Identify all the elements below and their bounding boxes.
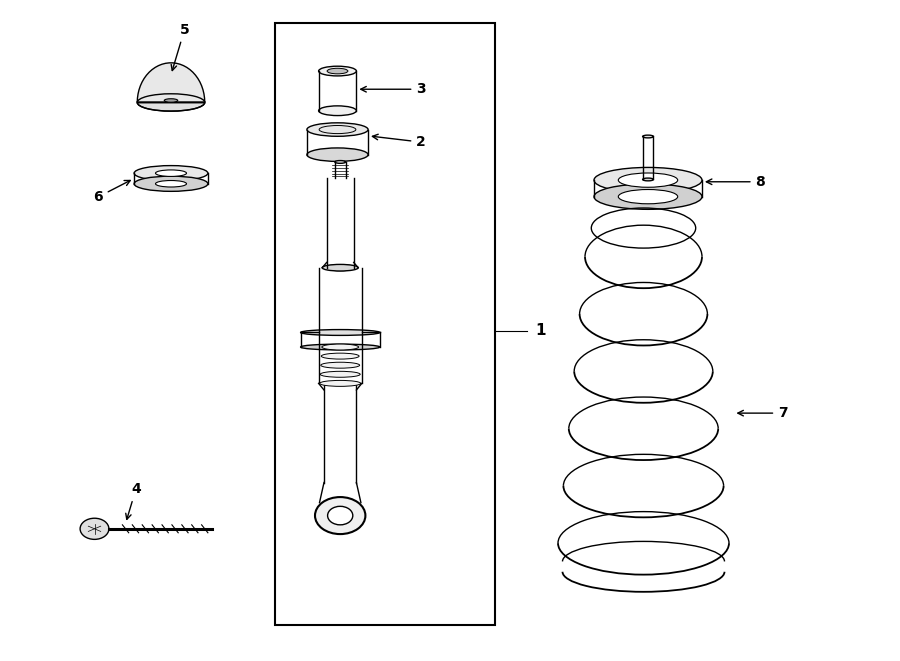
- Ellipse shape: [643, 135, 653, 138]
- Ellipse shape: [322, 264, 358, 271]
- Ellipse shape: [134, 166, 208, 180]
- Ellipse shape: [307, 148, 368, 161]
- Ellipse shape: [319, 66, 356, 76]
- Ellipse shape: [301, 330, 380, 335]
- Text: 6: 6: [94, 180, 130, 204]
- Text: 4: 4: [126, 482, 140, 520]
- Ellipse shape: [301, 344, 380, 350]
- Circle shape: [315, 497, 365, 534]
- Ellipse shape: [137, 94, 205, 111]
- Ellipse shape: [327, 265, 354, 271]
- Ellipse shape: [594, 184, 702, 210]
- Circle shape: [328, 506, 353, 525]
- Text: 8: 8: [706, 175, 765, 189]
- Ellipse shape: [327, 68, 348, 74]
- Text: 1: 1: [536, 323, 546, 338]
- Text: 7: 7: [738, 406, 788, 420]
- Ellipse shape: [320, 381, 361, 386]
- Text: 2: 2: [373, 134, 426, 149]
- Ellipse shape: [307, 123, 368, 136]
- Ellipse shape: [618, 173, 678, 187]
- Text: 3: 3: [361, 82, 426, 97]
- Ellipse shape: [320, 362, 360, 368]
- Ellipse shape: [643, 178, 653, 181]
- Ellipse shape: [594, 167, 702, 193]
- Ellipse shape: [618, 190, 678, 204]
- Ellipse shape: [320, 371, 360, 377]
- Polygon shape: [137, 63, 205, 102]
- Ellipse shape: [321, 353, 359, 359]
- Ellipse shape: [322, 344, 358, 350]
- Ellipse shape: [164, 98, 178, 102]
- Ellipse shape: [134, 176, 208, 191]
- Ellipse shape: [156, 170, 186, 176]
- Ellipse shape: [335, 161, 346, 163]
- Text: 5: 5: [171, 22, 189, 71]
- Bar: [274, 23, 495, 625]
- Ellipse shape: [156, 180, 186, 187]
- Ellipse shape: [319, 106, 356, 116]
- Circle shape: [80, 518, 109, 539]
